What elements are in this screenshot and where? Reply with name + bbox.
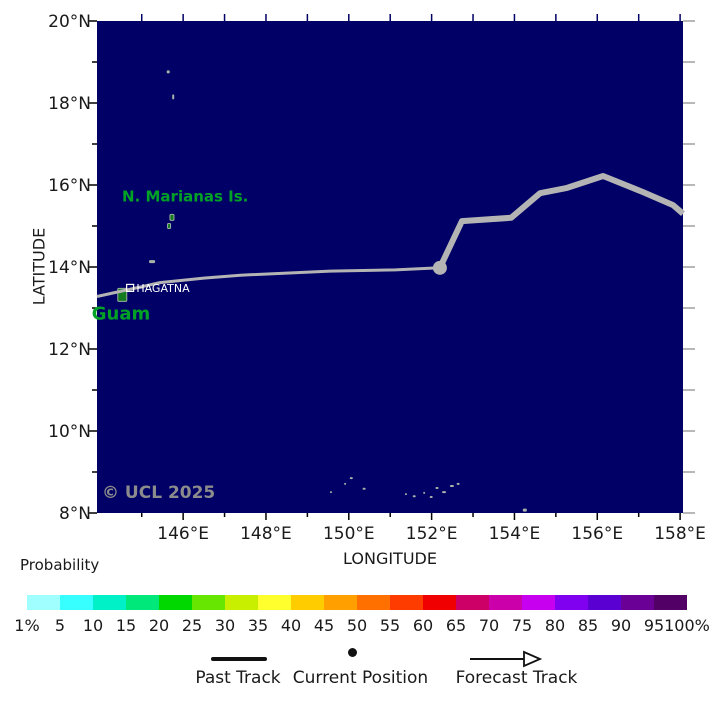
colorbar-segment <box>27 595 60 610</box>
current-position-marker <box>432 260 447 275</box>
x-tick-label: 150°E <box>323 524 375 544</box>
colorbar-segment <box>93 595 126 610</box>
colorbar-segment <box>258 595 291 610</box>
colorbar-segment <box>60 595 93 610</box>
island <box>362 487 366 490</box>
colorbar-tick-label: 70 <box>478 616 500 635</box>
island <box>149 260 156 264</box>
x-tick-label: 148°E <box>240 524 292 544</box>
colorbar-segment <box>522 595 555 610</box>
island <box>522 508 527 512</box>
y-tick-label: 16°N <box>48 176 91 196</box>
colorbar-segment <box>192 595 225 610</box>
colorbar-tick-label: 25 <box>181 616 203 635</box>
y-tick-label: 10°N <box>48 422 91 442</box>
x-axis-title: LONGITUDE <box>343 549 437 568</box>
colorbar-tick-label: 90 <box>610 616 632 635</box>
colorbar-tick-label: 50 <box>346 616 368 635</box>
forecast-track-line <box>437 173 685 270</box>
place-label: Guam <box>92 304 151 325</box>
island <box>167 223 172 229</box>
x-tick-label: 152°E <box>406 524 458 544</box>
colorbar-tick-label: 60 <box>412 616 434 635</box>
island <box>349 477 353 480</box>
map-area <box>97 21 683 513</box>
island <box>429 496 433 499</box>
colorbar-tick-label: 45 <box>313 616 335 635</box>
copyright-watermark: © UCL 2025 <box>102 483 216 503</box>
colorbar-tick-label: 20 <box>148 616 170 635</box>
island <box>423 491 426 494</box>
y-tick-label: 12°N <box>48 340 91 360</box>
colorbar-tick-label: 75 <box>511 616 533 635</box>
y-tick-label: 18°N <box>48 94 91 114</box>
colorbar-segment <box>126 595 159 610</box>
colorbar-segment <box>489 595 522 610</box>
x-tick-label: 146°E <box>157 524 209 544</box>
colorbar-tick-label: 100% <box>664 616 710 635</box>
probability-colorbar <box>27 595 687 610</box>
colorbar-segment <box>390 595 423 610</box>
current-position-legend-label: Current Position <box>292 668 429 688</box>
island <box>166 70 170 74</box>
colorbar-tick-label: 40 <box>280 616 302 635</box>
x-tick-label: 156°E <box>571 524 623 544</box>
colorbar-segment <box>423 595 456 610</box>
colorbar-tick-labels: 1% 5 10 15 20 25 30 35 40 45 50 55 60 65 70 75 80 85 90 95 1… <box>0 616 720 636</box>
colorbar-segment <box>357 595 390 610</box>
y-tick-label: 20°N <box>48 12 91 32</box>
colorbar-tick-label: 15 <box>115 616 137 635</box>
forecast-track-legend-label: Forecast Track <box>455 668 578 688</box>
current-position-legend-symbol <box>348 648 357 657</box>
colorbar-segment <box>324 595 357 610</box>
y-axis-title: LATITUDE <box>29 227 49 306</box>
island <box>449 484 454 487</box>
colorbar-segment <box>159 595 192 610</box>
island <box>169 213 175 221</box>
colorbar-tick-label: 85 <box>577 616 599 635</box>
past-track-legend-label: Past Track <box>195 668 281 688</box>
colorbar-segment <box>225 595 258 610</box>
colorbar-segment <box>621 595 654 610</box>
island <box>329 491 332 494</box>
x-tick-label: 154°E <box>489 524 541 544</box>
island <box>412 495 416 498</box>
colorbar-tick-label: 30 <box>214 616 236 635</box>
colorbar-segment <box>291 595 324 610</box>
past-track-line <box>96 266 440 298</box>
colorbar-segment <box>654 595 687 610</box>
colorbar-segment <box>555 595 588 610</box>
colorbar-tick-label: 95 <box>643 616 665 635</box>
place-label: N. Marianas Is. <box>122 187 248 205</box>
y-tick-label: 8°N <box>59 504 91 524</box>
y-tick-label: 14°N <box>48 258 91 278</box>
colorbar-segment <box>456 595 489 610</box>
forecast-track-legend-symbol <box>470 650 543 668</box>
colorbar-tick-label: 5 <box>54 616 66 635</box>
x-tick-label: 158°E <box>654 524 706 544</box>
island <box>442 491 447 494</box>
island <box>172 94 175 100</box>
colorbar-tick-label: 35 <box>247 616 269 635</box>
city-marker <box>126 283 135 293</box>
island <box>456 482 460 485</box>
island <box>435 486 439 489</box>
colorbar-tick-label: 10 <box>82 616 104 635</box>
island <box>344 482 347 485</box>
colorbar-tick-label: 65 <box>445 616 467 635</box>
colorbar-tick-label: 1% <box>14 616 40 635</box>
colorbar-tick-label: 80 <box>544 616 566 635</box>
past-track-legend-symbol <box>211 657 267 661</box>
colorbar-tick-label: 55 <box>379 616 401 635</box>
colorbar-title: Probability <box>20 556 100 574</box>
island <box>404 493 407 496</box>
place-label: HAGATNA <box>136 282 190 295</box>
colorbar-segment <box>588 595 621 610</box>
